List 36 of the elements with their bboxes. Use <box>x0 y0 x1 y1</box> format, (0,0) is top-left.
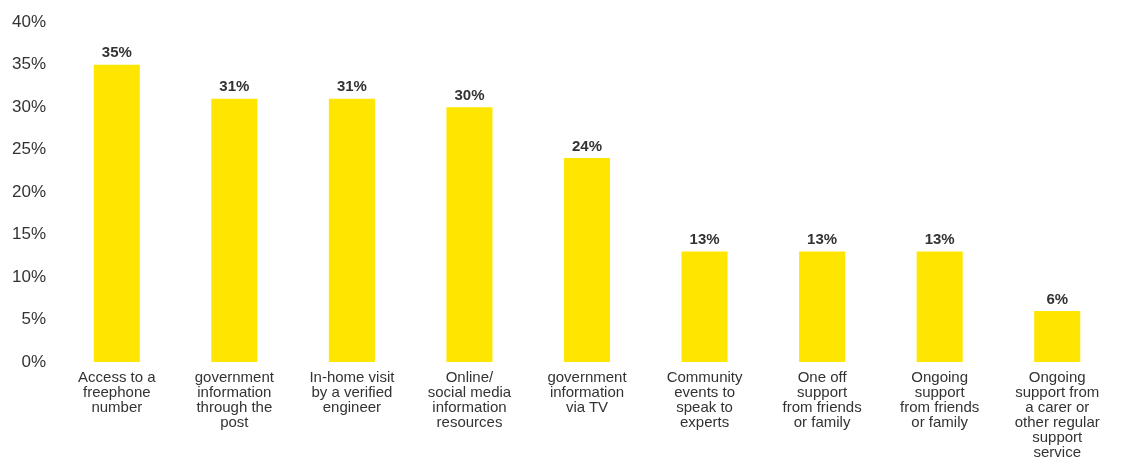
x-tick-label: Access to a freephone number <box>78 367 157 415</box>
bar <box>211 98 258 362</box>
data-label: 31% <box>336 77 367 95</box>
y-tick-label: 20% <box>11 181 47 201</box>
bar <box>328 98 375 362</box>
data-label: 30% <box>454 85 485 103</box>
data-label: 24% <box>572 136 603 154</box>
x-tick-label: government information via TV <box>547 367 628 415</box>
x-tick-label: government information through the post <box>194 367 275 430</box>
data-label: 13% <box>807 230 838 248</box>
y-tick-label: 15% <box>11 224 47 244</box>
y-tick-label: 10% <box>11 266 47 286</box>
data-label: 35% <box>101 43 132 61</box>
y-tick-label: 40% <box>11 11 47 31</box>
bar <box>681 251 728 362</box>
x-tick-label: In-home visit by a verified engineer <box>309 367 396 415</box>
x-tick-label: One off support from friends or family <box>782 367 862 430</box>
bar <box>446 107 493 362</box>
bar <box>916 251 963 362</box>
data-label: 31% <box>219 77 250 95</box>
bar <box>1034 311 1081 362</box>
y-tick-label: 30% <box>11 96 47 116</box>
y-tick-label: 5% <box>21 309 47 329</box>
x-tick-label: Ongoing support from a carer or other regular support service <box>1014 367 1100 460</box>
y-tick-label: 35% <box>11 54 47 74</box>
x-tick-label: Online/ social media information resources <box>427 367 512 430</box>
y-tick-label: 25% <box>11 139 47 159</box>
x-tick-label: Ongoing support from friends or family <box>900 367 980 430</box>
bar <box>799 251 846 362</box>
y-tick-label: 0% <box>21 351 47 371</box>
data-label: 6% <box>1046 289 1069 307</box>
data-label: 13% <box>689 230 720 248</box>
bar <box>563 158 611 362</box>
data-label: 13% <box>924 230 955 248</box>
bar <box>93 64 140 362</box>
x-tick-label: Community events to speak to experts <box>666 367 743 430</box>
